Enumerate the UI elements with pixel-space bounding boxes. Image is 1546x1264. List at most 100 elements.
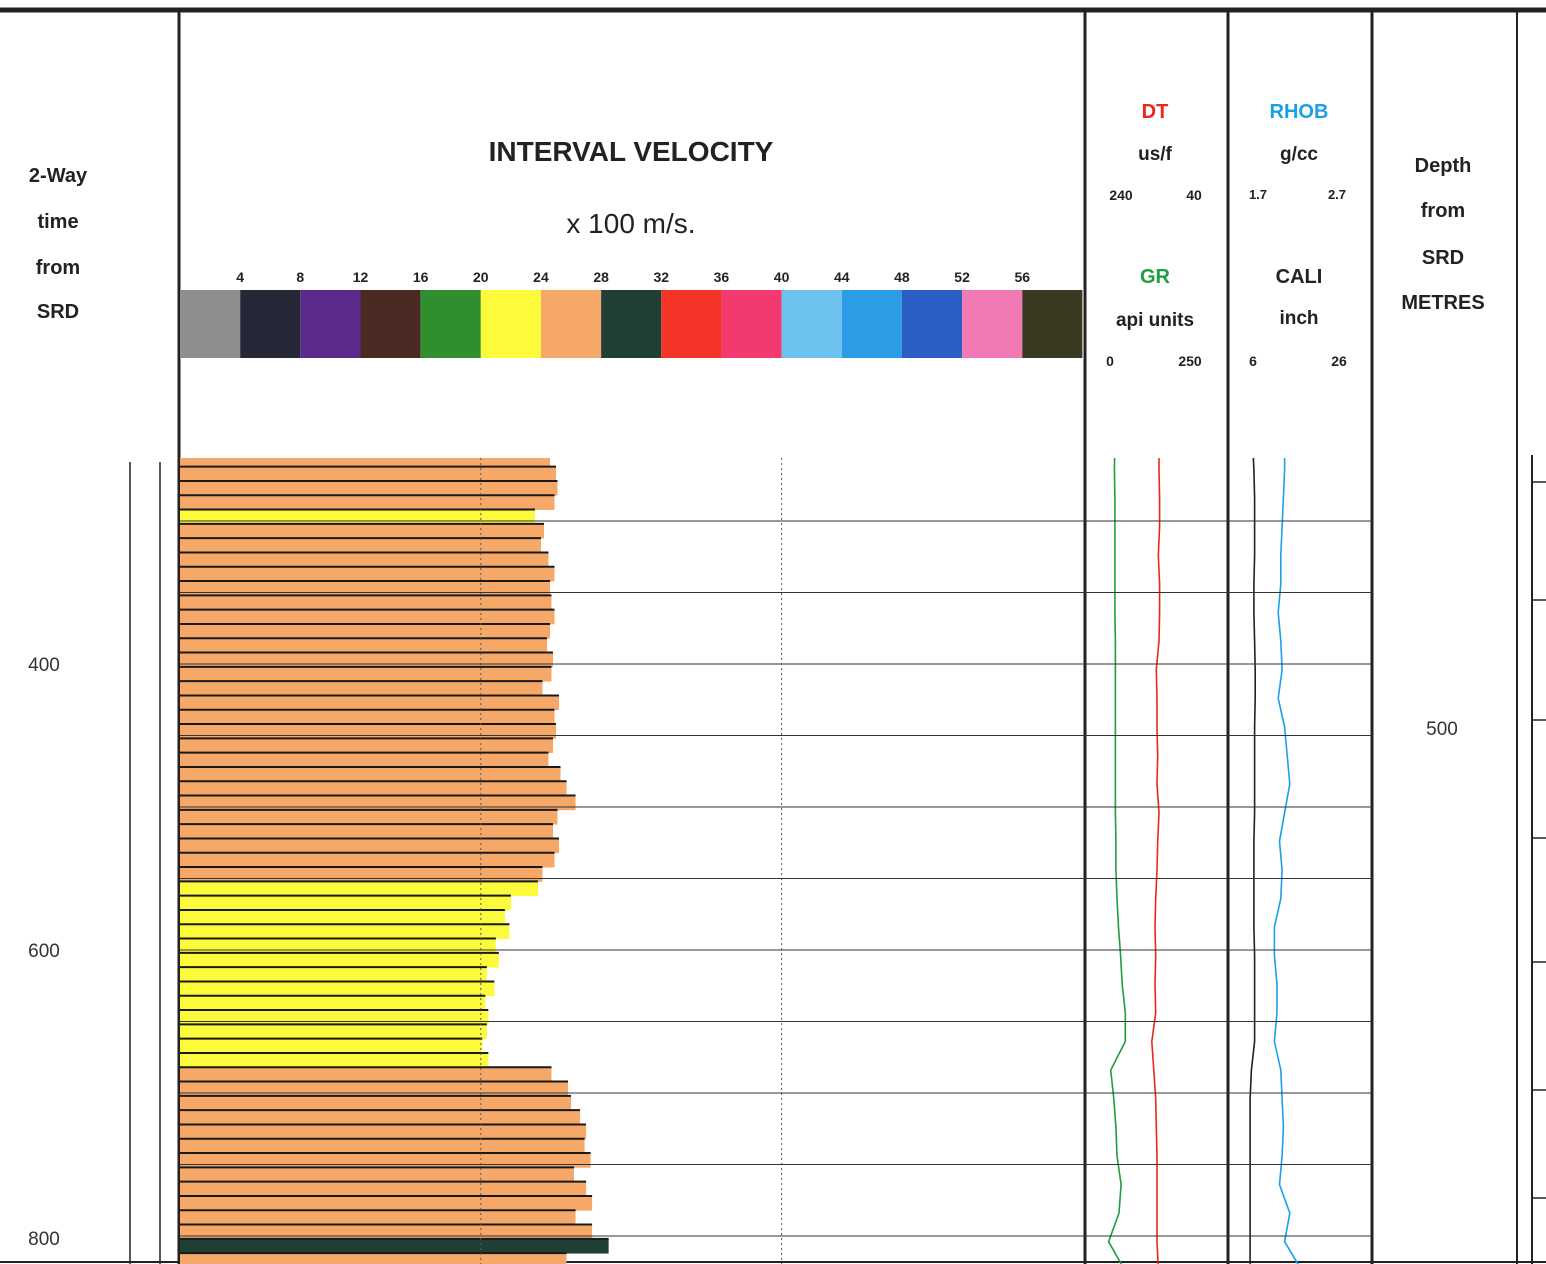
velocity-interval-bar: [180, 738, 553, 754]
dt-curve: [1150, 458, 1161, 1264]
velocity-interval-bar: [180, 867, 543, 882]
color-scale-swatch: [962, 290, 1023, 358]
velocity-interval-bar: [180, 581, 550, 596]
velocity-interval-bar: [180, 695, 560, 711]
velocity-interval-bar: [180, 1095, 572, 1111]
velocity-interval-bar: [180, 824, 553, 839]
time-title-line-1: 2-Way: [29, 165, 88, 187]
color-scale-swatch: [781, 290, 842, 358]
color-scale-swatch: [721, 290, 782, 358]
gr-scale-max: 250: [1178, 353, 1202, 369]
velocity-interval-bar: [180, 1181, 587, 1197]
velocity-interval-bar: [180, 967, 487, 982]
velocity-interval-bar: [180, 1110, 581, 1125]
depth-track-header: Depth from SRD METRES: [1401, 155, 1484, 314]
velocity-scale-label: 56: [1014, 269, 1030, 285]
velocity-interval-bar: [180, 1124, 587, 1140]
track-frame: [0, 7, 1546, 1264]
velocity-interval-bar: [180, 895, 511, 911]
gr-curve-name: GR: [1140, 266, 1171, 288]
velocity-scale-label: 28: [593, 269, 609, 285]
velocity-interval-bar: [180, 924, 510, 939]
velocity-scale-label: 32: [653, 269, 669, 285]
rhob-scale-max: 2.7: [1328, 187, 1346, 202]
time-tick-label: 800: [28, 1229, 60, 1250]
velocity-interval-bar: [180, 652, 553, 668]
color-scale-swatch: [841, 290, 902, 358]
velocity-interval-bar: [180, 1024, 487, 1040]
cali-curve: [1249, 458, 1256, 1264]
velocity-scale-label: 44: [834, 269, 850, 285]
color-scale-swatch: [240, 290, 301, 358]
velocity-interval-bar: [180, 458, 550, 468]
velocity-interval-bar: [180, 466, 556, 482]
depth-title-line-1: Depth: [1415, 155, 1472, 177]
velocity-interval-bar: [180, 981, 495, 997]
velocity-interval-bar: [180, 909, 505, 925]
velocity-interval-bar: [180, 952, 499, 968]
velocity-scale-label: 8: [296, 269, 304, 285]
velocity-scale-labels: 4 8 12 16 20 24 28 32 36 40 44 48 52 56: [236, 269, 1030, 285]
velocity-interval-bar: [180, 595, 552, 611]
time-tick-label: 400: [28, 655, 60, 676]
rhob-curve-name: RHOB: [1270, 101, 1329, 123]
time-title-line-3: from: [36, 257, 80, 279]
velocity-interval-bar: [180, 1153, 591, 1168]
rhob-curve: [1273, 458, 1299, 1264]
time-title-line-2: time: [37, 211, 78, 233]
color-scale-swatch: [601, 290, 662, 358]
velocity-interval-bar: [180, 638, 547, 653]
color-scale-swatch: [1022, 290, 1083, 358]
color-scale-swatch: [420, 290, 481, 358]
velocity-interval-bar: [180, 995, 486, 1011]
rhob-cali-header: RHOB g/cc 1.7 2.7 CALI inch 6 26: [1249, 101, 1347, 369]
color-scale-swatch: [360, 290, 421, 358]
cali-scale-min: 6: [1249, 353, 1257, 369]
rhob-scale-min: 1.7: [1249, 187, 1267, 202]
velocity-interval-bar: [180, 1138, 585, 1154]
velocity-units: x 100 m/s.: [566, 208, 695, 239]
velocity-interval-bar: [180, 1010, 489, 1025]
velocity-interval-bar: [180, 1038, 483, 1054]
color-scale-swatch: [480, 290, 541, 358]
velocity-scale-label: 16: [413, 269, 429, 285]
velocity-interval-bar: [180, 781, 567, 796]
color-scale-swatch: [180, 290, 241, 358]
depth-tick-marks: [1532, 481, 1546, 1199]
velocity-interval-bar: [180, 1195, 593, 1211]
velocity-scale-label: 20: [473, 269, 489, 285]
velocity-interval-bar: [180, 609, 555, 625]
gr-scale-min: 0: [1106, 353, 1114, 369]
interval-velocity-plot: [180, 441, 783, 1264]
velocity-scale-label: 52: [954, 269, 970, 285]
dt-gr-header: DT us/f 240 40 GR api units 0 250: [1106, 101, 1202, 369]
velocity-scale-label: 4: [236, 269, 244, 285]
cali-scale-max: 26: [1331, 353, 1347, 369]
dt-scale-min: 240: [1109, 187, 1133, 203]
velocity-interval-bar: [180, 480, 558, 496]
velocity-color-bar: [180, 290, 1083, 358]
velocity-interval-bar: [180, 495, 555, 510]
rhob-unit: g/cc: [1280, 144, 1318, 165]
gr-unit: api units: [1116, 310, 1194, 331]
depth-title-line-2: from: [1421, 200, 1465, 222]
velocity-interval-bar: [180, 938, 496, 954]
color-scale-swatch: [661, 290, 722, 358]
velocity-title: INTERVAL VELOCITY: [489, 136, 774, 167]
time-tick-label: 600: [28, 941, 60, 962]
color-scale-swatch: [540, 290, 602, 358]
dt-gr-plot: [1107, 458, 1161, 1264]
velocity-interval-bar: [180, 795, 576, 811]
velocity-interval-bar: [180, 852, 555, 868]
time-track-header: 2-Way time from SRD: [29, 165, 88, 323]
color-scale-swatch: [300, 290, 361, 358]
velocity-interval-bar: [180, 838, 560, 854]
rhob-cali-plot: [1249, 458, 1299, 1264]
velocity-interval-bar: [180, 1224, 593, 1240]
velocity-interval-bar: [180, 681, 543, 696]
time-title-line-4: SRD: [37, 301, 79, 323]
velocity-interval-bar: [180, 523, 544, 539]
velocity-interval-bar: [180, 666, 552, 682]
velocity-interval-bar: [180, 441, 533, 453]
velocity-interval-bar: [180, 766, 561, 782]
